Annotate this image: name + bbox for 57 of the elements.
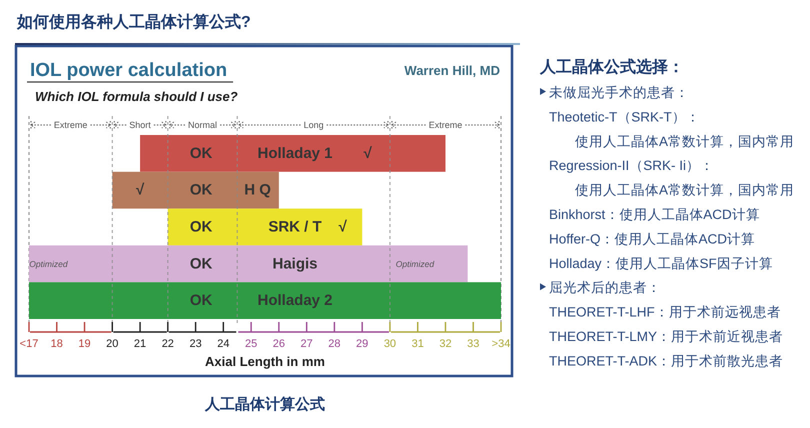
- text: 屈光术后的患者：: [549, 280, 661, 296]
- text: 如何使用各种人工晶体计算公式?: [16, 13, 251, 31]
- text: Binkhorst：使用人工晶体ACD计算: [549, 207, 760, 222]
- chart-title: IOL power calculation: [30, 60, 228, 81]
- text: Warren Hill, MD: [404, 63, 500, 78]
- annotation: √: [338, 218, 348, 236]
- x-axis-title: Axial Length in mm: [205, 354, 325, 369]
- x-tick-label: 33: [467, 338, 480, 350]
- x-tick-label: >34: [492, 338, 510, 350]
- annotation: Short: [129, 120, 152, 130]
- text: 人工晶体公式选择：: [539, 58, 684, 76]
- annotation: Extreme: [54, 120, 88, 130]
- annotation: Extreme: [428, 120, 462, 130]
- text: Hoffer-Q：使用人工晶体ACD计算: [549, 231, 756, 246]
- x-tick-label: 22: [162, 338, 174, 350]
- y-tick-label: Holladay 2: [257, 292, 333, 310]
- annotation: OK: [190, 144, 213, 162]
- x-tick-label: 24: [217, 338, 230, 350]
- text: Theotetic-T（SRK-T）：: [549, 109, 700, 124]
- text: Holladay：使用人工晶体SF因子计算: [549, 256, 773, 271]
- annotation: √: [364, 144, 373, 162]
- annotation: Optimized: [29, 258, 68, 269]
- x-tick-label: 31: [412, 338, 424, 350]
- x-tick-label: 29: [356, 338, 368, 350]
- x-tick-label: 21: [134, 338, 146, 350]
- annotation: OK: [190, 292, 213, 310]
- text: THEORET-T-LMY：用于术前近视患者: [549, 329, 784, 344]
- x-tick-label: 25: [244, 338, 258, 350]
- annotation: OK: [190, 182, 213, 199]
- x-tick-label: 23: [189, 338, 202, 350]
- text: THEORET-T-ADK：用于术前散光患者: [549, 353, 784, 368]
- x-tick-label: 27: [300, 338, 313, 350]
- y-tick-label: H Q: [244, 182, 272, 199]
- text: 人工晶体计算公式: [204, 396, 325, 413]
- chart-subtitle: Which IOL formula should I use?: [35, 89, 238, 104]
- text: Regression-II（SRK- Ii）：: [549, 158, 714, 174]
- text: 使用人工晶体A常数计算，国内常用: [575, 182, 794, 198]
- annotation: Optimized: [396, 258, 434, 269]
- x-tick-label: 20: [106, 338, 118, 350]
- x-tick-label: 19: [78, 338, 91, 350]
- text: 未做屈光手术的患者：: [549, 85, 689, 100]
- x-tick-label: 28: [328, 338, 341, 350]
- x-tick-label: 32: [439, 338, 452, 350]
- annotation: Long: [304, 120, 324, 130]
- x-tick-label: 30: [384, 338, 396, 350]
- annotation: OK: [190, 255, 213, 272]
- y-tick-label: SRK / T: [268, 218, 322, 236]
- annotation: Normal: [188, 120, 218, 130]
- x-tick-label: <17: [20, 338, 38, 350]
- annotation: √: [136, 182, 145, 199]
- x-tick-label: 18: [50, 338, 63, 350]
- text: 使用人工晶体A常数计算，国内常用: [575, 134, 794, 149]
- y-tick-label: Haigis: [272, 255, 318, 272]
- annotation: OK: [190, 218, 213, 236]
- x-tick-label: 26: [272, 338, 286, 350]
- y-tick-label: Holladay 1: [257, 144, 333, 162]
- text: THEORET-T-LHF：用于术前远视患者: [549, 304, 781, 320]
